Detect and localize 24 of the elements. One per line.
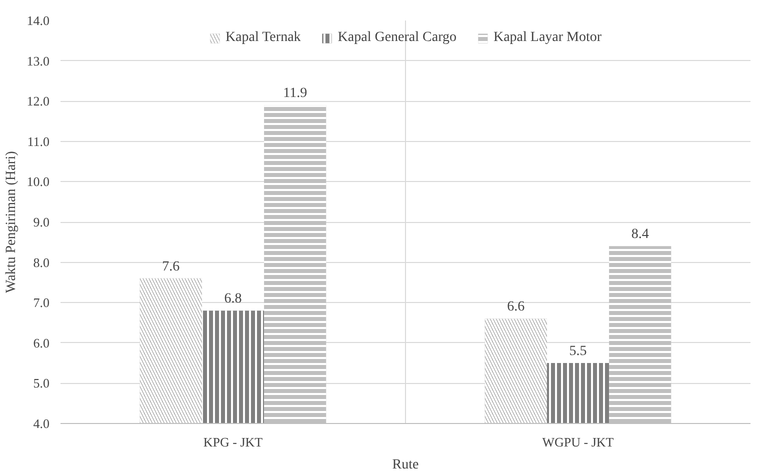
- y-tick-label: 7.0: [33, 295, 50, 310]
- data-label: 5.5: [569, 344, 587, 360]
- y-tick-label: 8.0: [33, 254, 50, 270]
- data-label: 6.8: [224, 292, 242, 307]
- y-tick-label: 4.0: [33, 416, 50, 431]
- y-tick-label: 5.0: [33, 376, 50, 391]
- x-tick-label: KPG - JKT: [203, 434, 263, 450]
- data-label: 11.9: [283, 86, 308, 102]
- legend-label: Kapal Layar Motor: [493, 30, 602, 46]
- x-tick-label: WGPU - JKT: [542, 434, 614, 450]
- y-axis-title: Waktu Pengiriman (Hari): [4, 150, 19, 293]
- data-label: 8.4: [631, 227, 649, 242]
- data-label: 7.6: [162, 259, 180, 274]
- y-tick-label: 10.0: [26, 174, 50, 190]
- data-label: 6.6: [507, 300, 525, 315]
- x-axis-title: Rute: [392, 458, 419, 472]
- y-tick-label: 11.0: [27, 134, 50, 149]
- legend-label: Kapal General Cargo: [338, 30, 456, 46]
- y-tick-label: 9.0: [33, 214, 50, 230]
- y-tick-label: 14.0: [26, 13, 50, 28]
- y-tick-label: 12.0: [26, 94, 50, 109]
- legend-label: Kapal Ternak: [225, 30, 301, 46]
- y-tick-label: 6.0: [33, 335, 50, 350]
- y-tick-label: 13.0: [26, 53, 50, 68]
